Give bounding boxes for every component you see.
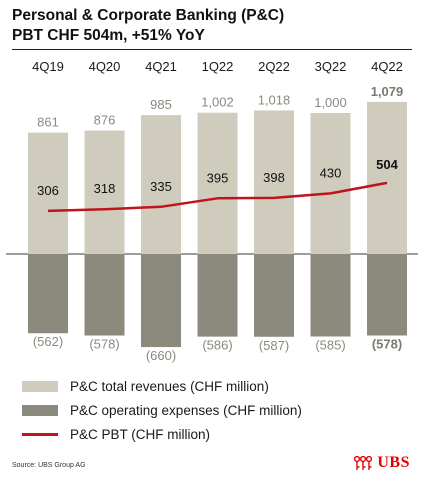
expense-data-label: (578) [372, 336, 402, 351]
expense-bar [141, 254, 181, 348]
expense-data-label: (587) [259, 338, 289, 353]
revenue-bar [84, 130, 125, 254]
logo-wordmark: UBS [377, 454, 410, 471]
pbt-data-label: 398 [263, 170, 285, 185]
legend: P&C total revenues (CHF million) P&C ope… [22, 374, 302, 446]
legend-label-revenues: P&C total revenues (CHF million) [70, 378, 269, 394]
expense-bar [84, 254, 125, 336]
revenue-data-label: 1,002 [201, 95, 234, 110]
revenue-data-label: 861 [37, 115, 59, 130]
ubs-logo: UBS [352, 454, 410, 472]
x-tick-label: 3Q22 [315, 59, 347, 74]
chart-area: 4Q19 861 (562) 4Q20 876 (578) 4Q21 985 (660) 1Q22… [6, 59, 418, 363]
revenue-bar [254, 110, 294, 254]
source-note: Source: UBS Group AG [12, 462, 86, 469]
revenue-data-label: 1,079 [371, 84, 404, 99]
legend-item-pbt: P&C PBT (CHF million) [22, 422, 302, 446]
pbt-data-label: 318 [94, 181, 116, 196]
revenue-data-label: 876 [94, 112, 116, 127]
x-tick-label: 4Q19 [32, 59, 64, 74]
expense-bar [254, 254, 294, 337]
keys-icon [354, 455, 373, 470]
expense-bar [28, 254, 68, 334]
revenue-bar [197, 112, 238, 254]
legend-item-expenses: P&C operating expenses (CHF million) [22, 398, 302, 422]
title-line-2: PBT CHF 504m, +51% YoY [12, 27, 205, 44]
expense-bar [197, 254, 238, 337]
legend-item-revenues: P&C total revenues (CHF million) [22, 374, 302, 398]
legend-label-pbt: P&C PBT (CHF million) [70, 426, 211, 442]
legend-swatch-pbt [22, 432, 58, 436]
title-line-1: Personal & Corporate Banking (P&C) [12, 7, 285, 24]
pbt-data-label: 335 [150, 179, 172, 194]
revenue-bar [367, 101, 407, 255]
expense-data-label: (578) [89, 336, 119, 351]
revenue-data-label: 1,000 [314, 95, 347, 110]
x-tick-label: 1Q22 [202, 59, 234, 74]
pbt-data-label: 504 [376, 157, 398, 172]
pbt-data-label: 395 [207, 170, 229, 185]
pbt-data-label: 430 [320, 165, 342, 180]
pbt-data-label: 306 [37, 183, 59, 198]
x-tick-label: 2Q22 [258, 59, 290, 74]
expense-data-label: (562) [33, 334, 63, 349]
expense-bar [310, 254, 351, 337]
legend-swatch-revenues [22, 380, 58, 392]
revenue-bar [141, 115, 181, 255]
expense-bar [367, 254, 407, 336]
chart-title: Personal & Corporate Banking (P&C) PBT C… [12, 6, 284, 46]
x-tick-label: 4Q22 [371, 59, 403, 74]
revenue-data-label: 1,018 [258, 92, 291, 107]
legend-swatch-expenses [22, 404, 58, 416]
revenue-data-label: 985 [150, 97, 172, 112]
revenue-bar [28, 132, 68, 254]
expense-data-label: (586) [202, 338, 232, 353]
legend-label-expenses: P&C operating expenses (CHF million) [70, 402, 302, 418]
expense-data-label: (585) [315, 337, 345, 352]
revenue-bar [310, 113, 351, 254]
title-divider [12, 49, 412, 50]
x-tick-label: 4Q20 [89, 59, 121, 74]
expense-data-label: (660) [146, 348, 176, 363]
x-tick-label: 4Q21 [145, 59, 177, 74]
pbt-line [47, 181, 388, 213]
